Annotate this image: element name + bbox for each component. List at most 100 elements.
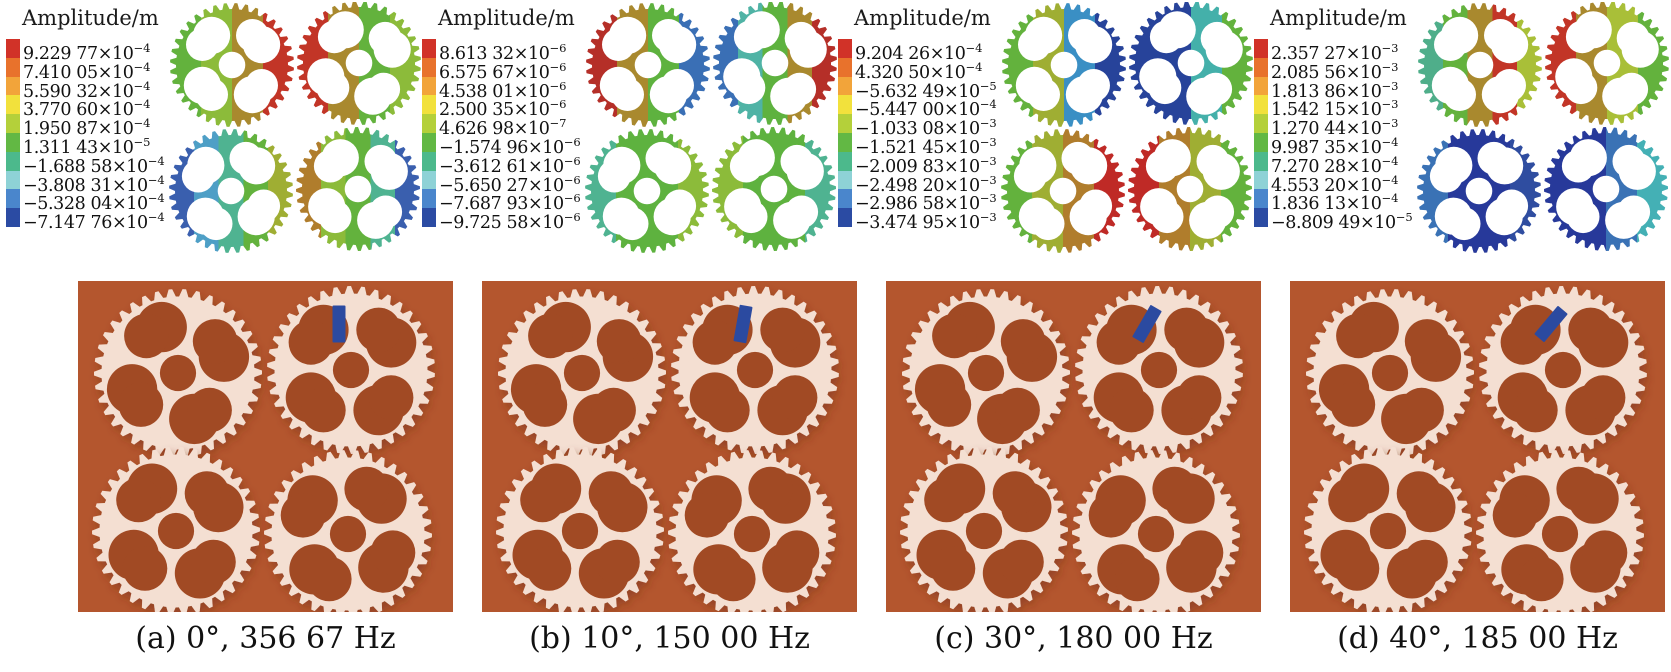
printed-gear-tr-hole [1513, 387, 1558, 433]
legend-entry: 7.410 05×10−4 [6, 57, 168, 82]
sim-gear-bl-hole [597, 159, 631, 193]
legend-value-exponent: −4 [1381, 172, 1399, 187]
legend-value-exponent: −3 [979, 153, 997, 168]
legend-color-swatch [6, 95, 20, 115]
printed-gear-bl-center-hole [1369, 512, 1407, 550]
legend-value-base: 9.229 77×10 [23, 43, 134, 64]
subcaption-b: (b) 10°, 150 00 Hz [529, 621, 810, 656]
sim-gear-bl-center-hole [1465, 177, 1493, 205]
simulation-panel-b: Amplitude/m 8.613 32×10−6 6.575 67×10−6 4.5… [422, 2, 838, 260]
legend-value-exponent: −4 [147, 172, 165, 187]
legend-value: 1.311 43×10−5 [23, 133, 151, 157]
legend-value-base: 1.311 43×10 [23, 137, 134, 158]
legend-value: 1.813 86×10−3 [1271, 77, 1398, 101]
legend-color-swatch [422, 76, 436, 96]
printed-gear-br-center-hole [1137, 515, 1175, 553]
sim-gear-tl-center-hole [1050, 51, 1078, 79]
printed-gear-tl-hole [118, 382, 164, 427]
legend-value-exponent: −4 [1381, 191, 1399, 206]
printed-gear-tr-hole [288, 320, 334, 365]
sim-gear-tr [1129, 2, 1253, 125]
legend-value-base: −5.632 49×10 [855, 81, 980, 102]
legend-value-base: 4.538 01×10 [439, 81, 550, 102]
legend-value-exponent: −5 [133, 134, 151, 149]
legend-value: 7.270 28×10−4 [1271, 152, 1399, 176]
printed-gear-tl-hole [522, 382, 568, 427]
legend-entry: −3.808 31×10−4 [6, 170, 168, 195]
printed-gear-tl-center-hole [967, 354, 1005, 392]
printed-gear-tr-center-hole [332, 351, 370, 389]
legend-value-base: −1.688 58×10 [23, 156, 148, 177]
legend-value-base: 7.410 05×10 [23, 62, 134, 83]
printed-gear-bl-center-hole [965, 512, 1003, 550]
printed-gear-tl-center-hole [159, 354, 197, 392]
legend-scale: 9.204 26×10−4 4.320 50×10−4 −5.632 49×10−5… [838, 39, 1000, 232]
legend-value: 8.613 32×10−6 [439, 39, 567, 63]
printed-gear-tl-hole [528, 313, 573, 359]
printed-gear-br [668, 450, 836, 612]
printed-gear-tr-hole [1164, 307, 1209, 353]
legend-value-exponent: −4 [1381, 153, 1399, 168]
sim-gear-br-hole [1617, 195, 1651, 229]
printed-gear-tl-hole [1399, 387, 1444, 433]
sim-gear-br-hole [1196, 144, 1230, 178]
mode-shape-plot-c [1001, 2, 1253, 253]
printed-gear-tr-hole [705, 387, 750, 433]
sim-gear-tr-hole [1564, 71, 1598, 105]
printed-gear-bl-hole [520, 477, 565, 523]
sim-gear-bl-hole [1061, 141, 1095, 175]
legend-color-swatch [1254, 132, 1268, 152]
legend-value: −2.986 58×10−3 [855, 189, 997, 213]
legend-value-exponent: −6 [549, 41, 567, 55]
legend-value-base: −8.809 49×10 [1271, 213, 1396, 233]
sim-gear-bl-hole [615, 207, 649, 241]
legend-value: −8.809 49×10−5 [1271, 208, 1413, 232]
sim-gear-br-center-hole [1176, 175, 1204, 203]
legend-scale: 9.229 77×10−4 7.410 05×10−4 5.590 32×10−4 3… [6, 39, 168, 232]
legend-value-base: 8.613 32×10 [439, 43, 550, 64]
legend-value-base: 5.590 32×10 [23, 81, 134, 102]
legend-entry: 9.987 35×10−4 [1254, 132, 1416, 157]
legend-value-base: 1.836 13×10 [1271, 194, 1382, 215]
legend-value: 4.626 98×10−7 [439, 114, 566, 138]
printed-gear-bl [496, 447, 664, 612]
sim-gear-tl-hole [245, 69, 278, 102]
legend-value-exponent: −4 [147, 191, 165, 206]
legend-value-exponent: −5 [1395, 210, 1413, 225]
legend-value-base: 7.270 28×10 [1271, 156, 1382, 177]
legend-value-exponent: −6 [563, 210, 581, 225]
legend-entry: −1.521 45×10−3 [838, 132, 1000, 157]
legend-value-exponent: −4 [133, 97, 151, 112]
sim-gear-tr-center-hole [761, 49, 789, 77]
legend-value: −1.574 96×10−6 [439, 133, 581, 157]
sim-gear-bl-hole [1447, 207, 1481, 241]
legend-color-swatch [6, 114, 20, 133]
sim-gear-tr-center-hole [345, 49, 373, 77]
legend-entry: 5.590 32×10−4 [6, 76, 168, 101]
printed-gear-tl-hole [995, 387, 1040, 433]
printed-gear-tr-hole [1176, 375, 1222, 420]
legend-color-swatch [6, 76, 20, 96]
legend-entry: −2.986 58×10−3 [838, 189, 1000, 214]
legend-value-base: 4.320 50×10 [855, 62, 966, 83]
excitation-marker [733, 304, 753, 344]
legend-value: −7.147 76×10−4 [23, 208, 165, 232]
experiment-photo-d [1290, 281, 1665, 612]
subcaption-a: (a) 0°, 356 67 Hz [135, 621, 396, 656]
sim-gear-br-hole [1566, 200, 1600, 234]
legend-entry: 9.204 26×10−4 [838, 39, 1000, 63]
sim-gear-bl-hole [1477, 141, 1511, 175]
legend-value-exponent: −6 [563, 172, 581, 187]
printed-gear-br-hole [280, 493, 326, 538]
legend-color-swatch [422, 151, 436, 171]
excitation-marker [332, 305, 346, 343]
mode-shape-plot-b [585, 2, 837, 253]
sim-gear-bl-center-hole [217, 177, 245, 205]
legend-entry: 4.626 98×10−7 [422, 114, 584, 138]
legend-value-base: 1.950 87×10 [23, 119, 134, 140]
sim-gear-br-center-hole [1592, 175, 1620, 203]
legend-color-swatch [838, 132, 852, 152]
sim-gear-bl-hole [229, 141, 263, 175]
sim-gear-br-hole [318, 200, 352, 234]
printed-gear-br-hole [1519, 556, 1564, 602]
